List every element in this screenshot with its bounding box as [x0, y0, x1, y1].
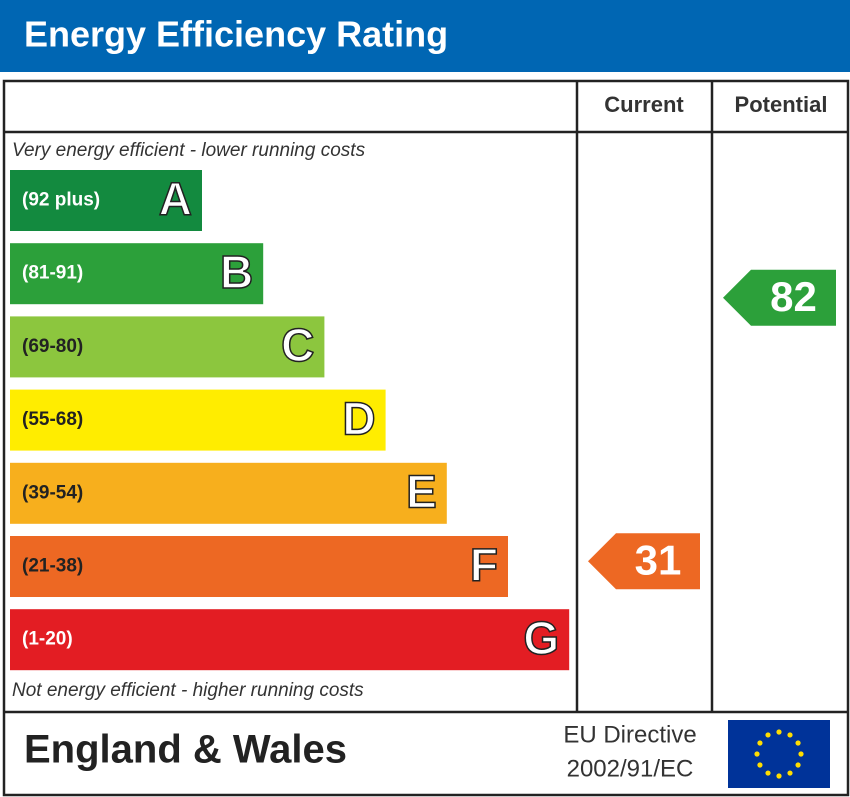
flag-star — [776, 773, 782, 779]
header-bar — [0, 0, 850, 72]
band-letter: B — [220, 246, 253, 298]
region: England & Wales — [24, 728, 347, 772]
flag-star — [757, 762, 763, 768]
band-bar — [10, 316, 325, 378]
eu-flag — [728, 720, 830, 788]
directive-line2: 2002/91/EC — [567, 755, 694, 782]
title: Energy Efficiency Rating — [24, 14, 448, 55]
rating-arrow — [588, 533, 700, 590]
current-header: Current — [604, 92, 684, 117]
flag-star — [787, 732, 793, 738]
rating-arrow — [723, 269, 836, 326]
flag-star — [798, 751, 804, 757]
band-bar — [10, 170, 202, 231]
flag-star — [795, 740, 801, 746]
flag-star — [765, 732, 771, 738]
band-bar — [10, 389, 386, 451]
band-letter: A — [159, 173, 192, 225]
band-range: (69-80) — [22, 336, 83, 357]
band-letter: E — [406, 465, 437, 517]
band-letter: F — [470, 539, 498, 591]
band-letter: D — [342, 392, 375, 444]
band-letter: G — [523, 612, 559, 664]
flag-star — [795, 762, 801, 768]
band-range: (39-54) — [22, 482, 83, 503]
band-bar — [10, 536, 508, 597]
band-bar — [10, 462, 447, 524]
bottom-note: Not energy efficient - higher running co… — [12, 680, 364, 701]
top-note: Very energy efficient - lower running co… — [12, 140, 366, 161]
rating-value: 31 — [635, 536, 682, 583]
rating-value: 82 — [770, 273, 817, 320]
directive-line1: EU Directive — [563, 721, 696, 748]
band-range: (81-91) — [22, 263, 83, 284]
flag-star — [787, 770, 793, 776]
flag-star — [765, 770, 771, 776]
band-bar — [10, 243, 264, 305]
band-range: (55-68) — [22, 409, 83, 430]
potential-header: Potential — [735, 92, 828, 117]
flag-star — [754, 751, 760, 757]
band-letter: C — [281, 319, 314, 371]
flag-star — [776, 729, 782, 735]
band-range: (1-20) — [22, 629, 73, 650]
band-range: (92 plus) — [22, 190, 100, 211]
band-bar — [10, 609, 570, 671]
flag-star — [757, 740, 763, 746]
band-range: (21-38) — [22, 556, 83, 577]
frame — [2, 79, 850, 797]
